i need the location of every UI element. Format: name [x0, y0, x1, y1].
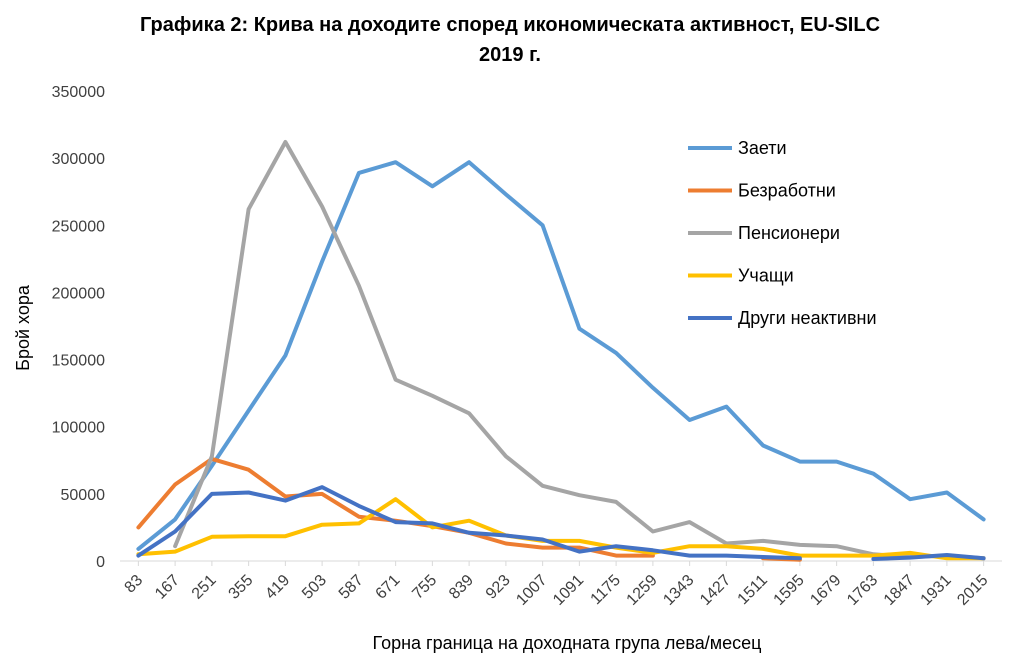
x-tick-label: 671 [373, 572, 404, 603]
x-tick-label: 503 [299, 572, 330, 603]
x-tick-label: 419 [262, 572, 293, 603]
x-tick-label: 1091 [550, 572, 587, 609]
series-line-Други-неактивни [136, 485, 802, 561]
series-lines [136, 140, 986, 562]
legend-label: Безработни [738, 181, 836, 201]
x-tick-label: 2015 [954, 572, 991, 609]
x-tick-label: 755 [409, 572, 440, 603]
x-tick-label: 1931 [918, 572, 955, 609]
x-tick-label: 355 [226, 572, 257, 603]
legend-label: Учащи [738, 266, 794, 286]
legend: Заети Безработни Пенсионери Учащи Други неак… [688, 138, 877, 328]
series-line-Пенсионери [173, 140, 986, 561]
x-axis-title: Горна граница на доходната група лева/ме… [373, 633, 762, 653]
chart-title-line1: Графика 2: Крива на доходите според икон… [139, 14, 881, 36]
x-axis-ticks: 83 167 251 355 419 503 587 671 755 839 923 1007 1091… [122, 561, 992, 609]
x-tick-label: 83 [122, 572, 147, 597]
x-tick-label: 1847 [881, 572, 918, 609]
x-tick-label: 1007 [513, 572, 550, 609]
x-tick-label: 923 [483, 572, 514, 603]
x-tick-label: 1175 [588, 572, 624, 608]
y-tick-label: 250000 [52, 218, 105, 235]
x-tick-label: 1595 [771, 572, 808, 609]
x-tick-label: 1511 [735, 572, 771, 608]
x-tick-label: 587 [336, 572, 367, 603]
y-tick-label: 200000 [52, 285, 105, 302]
x-tick-label: 167 [152, 572, 183, 603]
series-line-Учащи [136, 497, 986, 561]
y-tick-label: 50000 [61, 487, 106, 504]
y-axis-ticks: 0 50000 100000 150000 200000 250000 300000 3500… [52, 84, 105, 571]
legend-label: Пенсионери [738, 223, 840, 243]
y-tick-label: 100000 [52, 420, 105, 437]
legend-label: Заети [738, 138, 787, 158]
chart-title: Графика 2: Крива на доходите според икон… [0, 10, 1020, 70]
legend-label: Други неактивни [738, 308, 877, 328]
y-tick-label: 150000 [52, 353, 105, 370]
y-tick-label: 350000 [52, 84, 105, 101]
y-tick-label: 300000 [52, 151, 105, 168]
x-tick-label: 1343 [660, 572, 697, 609]
y-tick-label: 0 [96, 554, 105, 571]
chart-title-line2: 2019 г. [479, 44, 541, 66]
series-line-Заети [136, 160, 986, 551]
x-tick-label: 1763 [844, 572, 881, 609]
y-axis-title: Брой хора [13, 284, 33, 371]
x-tick-label: 251 [189, 572, 220, 603]
x-tick-label: 1259 [624, 572, 661, 609]
series-line-Други-неактивни [871, 553, 986, 561]
x-tick-label: 1427 [697, 572, 734, 609]
x-tick-label: 839 [446, 572, 477, 603]
x-tick-label: 1679 [807, 572, 844, 609]
